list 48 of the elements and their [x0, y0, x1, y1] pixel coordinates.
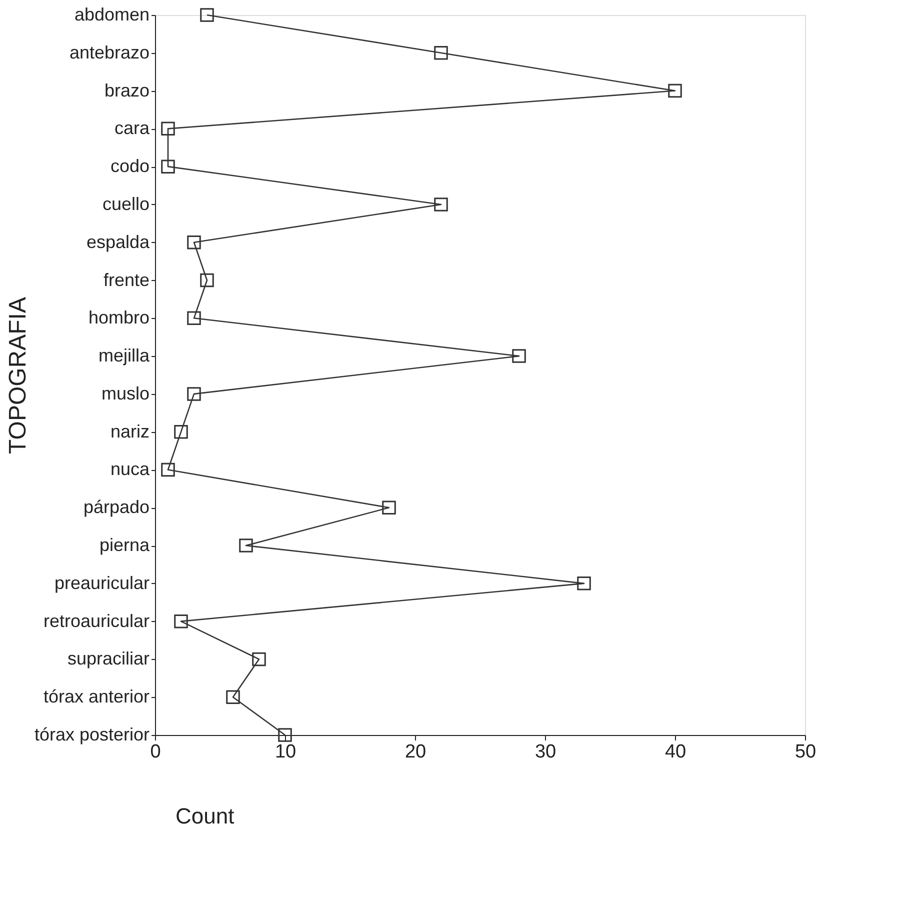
point — [187, 235, 201, 250]
point — [382, 500, 396, 515]
y-axis-title: TOPOGRAFIA — [4, 297, 32, 454]
y-tick-label: preauricular — [54, 572, 150, 593]
x-tick-label: 30 — [534, 742, 556, 762]
point — [174, 614, 188, 628]
point — [239, 538, 253, 552]
point — [174, 424, 188, 439]
y-tick-label: nariz — [110, 421, 150, 442]
point — [512, 349, 526, 363]
y-tick-label: mejilla — [98, 346, 150, 366]
y-tick-label: brazo — [104, 80, 150, 100]
y-tick-label: muslo — [101, 383, 150, 404]
x-axis-title: Count — [176, 804, 234, 828]
point — [252, 652, 266, 666]
point — [668, 84, 682, 98]
point — [434, 198, 448, 212]
point — [434, 46, 448, 60]
x-tick-label: 0 — [150, 742, 161, 762]
x-tick-label: 40 — [664, 742, 686, 762]
y-tick-label: supraciliar — [67, 648, 150, 669]
y-tick-label: párpado — [83, 497, 150, 518]
y-tick-label: nuca — [110, 459, 150, 480]
y-tick-label: pierna — [99, 535, 150, 556]
point — [226, 690, 240, 704]
point — [187, 387, 201, 401]
y-tick-label: cuello — [102, 194, 150, 214]
point — [187, 311, 201, 326]
y-tick-label: abdomen — [74, 4, 150, 24]
y-tick-label: frente — [103, 270, 150, 290]
y-tick-label: codo — [110, 156, 150, 176]
point — [161, 122, 175, 136]
y-tick-label: espalda — [86, 232, 150, 252]
point — [200, 273, 214, 288]
x-tick-label: 20 — [404, 742, 426, 762]
y-tick-label: antebrazo — [69, 42, 150, 62]
y-tick-label: hombro — [88, 308, 150, 328]
point — [161, 160, 175, 174]
y-tick-label: tórax posterior — [34, 724, 150, 744]
point — [161, 462, 175, 477]
x-tick-label: 10 — [274, 742, 296, 762]
point — [278, 728, 292, 742]
y-tick-label: cara — [114, 118, 150, 138]
y-tick-label: retroauricular — [43, 610, 150, 631]
x-tick-label: 50 — [794, 742, 816, 762]
y-tick-label: tórax anterior — [43, 686, 150, 707]
point — [577, 576, 591, 590]
point — [200, 8, 214, 22]
